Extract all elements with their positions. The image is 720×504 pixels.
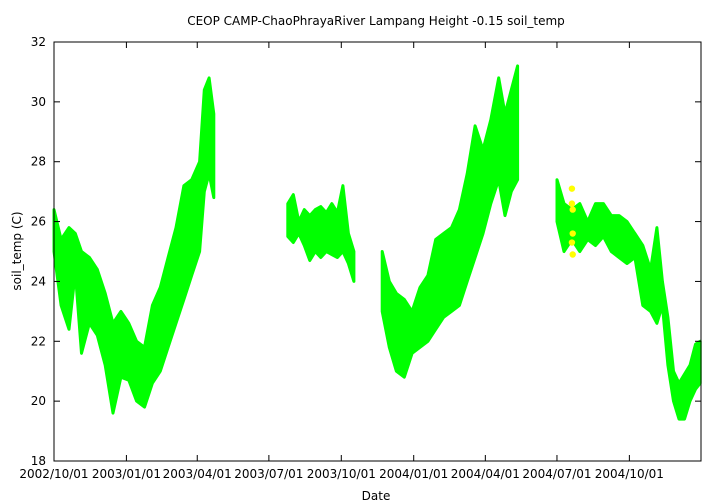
- x-tick-label: 2004/07/01: [522, 467, 591, 481]
- plot-area: [52, 64, 702, 421]
- data-point: [568, 200, 576, 207]
- data-point: [569, 230, 576, 237]
- x-tick-label: 2003/07/01: [234, 467, 303, 481]
- x-axis-label: Date: [362, 489, 391, 503]
- x-tick-label: 2003/10/01: [307, 467, 376, 481]
- plot-frame: [53, 41, 702, 462]
- chart-title: CEOP CAMP-ChaoPhrayaRiver Lampang Height…: [187, 14, 565, 28]
- x-tick-label: 2004/10/01: [595, 467, 664, 481]
- y-tick-label: 18: [31, 454, 46, 468]
- data-point: [568, 185, 576, 192]
- data-band: [286, 184, 356, 283]
- y-tick-label: 22: [31, 334, 46, 348]
- data-band: [380, 64, 520, 379]
- y-tick-label: 32: [31, 35, 46, 49]
- y-axis-label: soil_temp (C): [10, 211, 24, 290]
- x-axis: 2002/10/01 2003/01/01 2003/04/01 2003/07/01…: [19, 42, 664, 481]
- data-point: [568, 239, 576, 246]
- y-tick-label: 30: [31, 95, 46, 109]
- y-tick-label: 20: [31, 394, 46, 408]
- data-band: [52, 76, 216, 415]
- x-tick-label: 2004/04/01: [451, 467, 520, 481]
- data-point: [569, 206, 576, 213]
- data-band: [555, 178, 702, 421]
- x-tick-label: 2004/01/01: [379, 467, 448, 481]
- data-point: [569, 251, 576, 258]
- y-tick-label: 26: [31, 215, 46, 229]
- x-tick-label: 2003/01/01: [92, 467, 161, 481]
- x-tick-label: 2002/10/01: [19, 467, 88, 481]
- y-tick-label: 24: [31, 274, 46, 288]
- x-tick-label: 2003/04/01: [163, 467, 232, 481]
- y-axis: 18 20 22 24 26 28 30 32: [31, 35, 701, 468]
- y-tick-label: 28: [31, 155, 46, 169]
